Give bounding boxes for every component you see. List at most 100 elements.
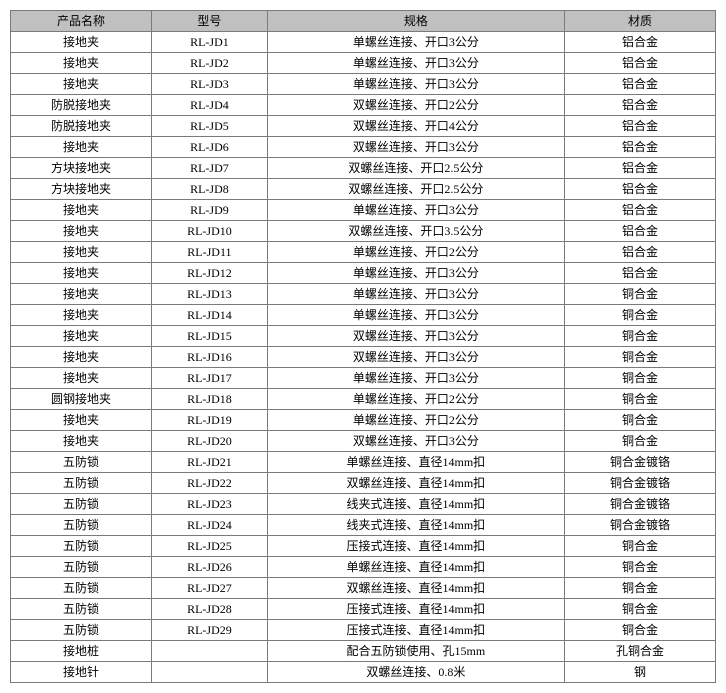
table-row: 接地夹RL-JD2单螺丝连接、开口3公分铝合金 <box>11 53 716 74</box>
cell-material: 铜合金 <box>564 557 715 578</box>
cell-spec: 双螺丝连接、开口2公分 <box>267 95 564 116</box>
cell-product-name: 防脱接地夹 <box>11 95 152 116</box>
cell-product-name: 五防锁 <box>11 557 152 578</box>
cell-material: 铝合金 <box>564 53 715 74</box>
header-material: 材质 <box>564 11 715 32</box>
cell-model: RL-JD25 <box>152 536 268 557</box>
cell-spec: 单螺丝连接、开口3公分 <box>267 284 564 305</box>
cell-model: RL-JD21 <box>152 452 268 473</box>
cell-spec: 单螺丝连接、直径14mm扣 <box>267 557 564 578</box>
cell-model: RL-JD10 <box>152 221 268 242</box>
cell-material: 铜合金镀铬 <box>564 515 715 536</box>
cell-product-name: 五防锁 <box>11 620 152 641</box>
cell-spec: 单螺丝连接、开口3公分 <box>267 200 564 221</box>
cell-product-name: 接地夹 <box>11 326 152 347</box>
cell-model: RL-JD19 <box>152 410 268 431</box>
cell-product-name: 五防锁 <box>11 578 152 599</box>
cell-spec: 双螺丝连接、开口3公分 <box>267 347 564 368</box>
cell-material: 孔铜合金 <box>564 641 715 662</box>
table-row: 五防锁RL-JD25压接式连接、直径14mm扣铜合金 <box>11 536 716 557</box>
table-row: 接地夹RL-JD10双螺丝连接、开口3.5公分铝合金 <box>11 221 716 242</box>
cell-material: 铜合金镀铬 <box>564 452 715 473</box>
cell-spec: 双螺丝连接、开口2.5公分 <box>267 179 564 200</box>
cell-material: 铝合金 <box>564 74 715 95</box>
product-specs-table: 产品名称 型号 规格 材质 接地夹RL-JD1单螺丝连接、开口3公分铝合金接地夹… <box>10 10 716 683</box>
table-row: 接地夹RL-JD20双螺丝连接、开口3公分铜合金 <box>11 431 716 452</box>
cell-model: RL-JD20 <box>152 431 268 452</box>
table-row: 接地夹RL-JD1单螺丝连接、开口3公分铝合金 <box>11 32 716 53</box>
table-row: 接地针双螺丝连接、0.8米钢 <box>11 662 716 683</box>
table-row: 接地夹RL-JD9单螺丝连接、开口3公分铝合金 <box>11 200 716 221</box>
cell-spec: 双螺丝连接、直径14mm扣 <box>267 578 564 599</box>
cell-product-name: 接地夹 <box>11 305 152 326</box>
cell-spec: 单螺丝连接、开口3公分 <box>267 74 564 95</box>
cell-product-name: 接地夹 <box>11 221 152 242</box>
cell-product-name: 接地夹 <box>11 410 152 431</box>
cell-spec: 单螺丝连接、开口3公分 <box>267 263 564 284</box>
cell-material: 铜合金 <box>564 347 715 368</box>
cell-model <box>152 641 268 662</box>
cell-product-name: 接地夹 <box>11 242 152 263</box>
cell-model: RL-JD22 <box>152 473 268 494</box>
cell-material: 铜合金 <box>564 368 715 389</box>
table-row: 五防锁RL-JD29压接式连接、直径14mm扣铜合金 <box>11 620 716 641</box>
cell-model: RL-JD24 <box>152 515 268 536</box>
cell-material: 铝合金 <box>564 116 715 137</box>
cell-material: 铜合金 <box>564 620 715 641</box>
cell-spec: 双螺丝连接、开口3公分 <box>267 431 564 452</box>
cell-model: RL-JD12 <box>152 263 268 284</box>
cell-model: RL-JD16 <box>152 347 268 368</box>
table-row: 五防锁RL-JD27双螺丝连接、直径14mm扣铜合金 <box>11 578 716 599</box>
cell-material: 铝合金 <box>564 137 715 158</box>
cell-spec: 双螺丝连接、直径14mm扣 <box>267 473 564 494</box>
header-spec: 规格 <box>267 11 564 32</box>
cell-spec: 压接式连接、直径14mm扣 <box>267 599 564 620</box>
cell-product-name: 五防锁 <box>11 452 152 473</box>
cell-product-name: 接地夹 <box>11 368 152 389</box>
cell-model: RL-JD26 <box>152 557 268 578</box>
cell-spec: 双螺丝连接、0.8米 <box>267 662 564 683</box>
table-row: 圆钢接地夹RL-JD18单螺丝连接、开口2公分铜合金 <box>11 389 716 410</box>
cell-model: RL-JD29 <box>152 620 268 641</box>
table-header: 产品名称 型号 规格 材质 <box>11 11 716 32</box>
table-row: 接地夹RL-JD16双螺丝连接、开口3公分铜合金 <box>11 347 716 368</box>
table-row: 防脱接地夹RL-JD4双螺丝连接、开口2公分铝合金 <box>11 95 716 116</box>
table-row: 五防锁RL-JD22双螺丝连接、直径14mm扣铜合金镀铬 <box>11 473 716 494</box>
cell-material: 铜合金 <box>564 305 715 326</box>
cell-spec: 双螺丝连接、开口3公分 <box>267 137 564 158</box>
cell-material: 铝合金 <box>564 95 715 116</box>
cell-product-name: 接地夹 <box>11 74 152 95</box>
cell-product-name: 接地夹 <box>11 284 152 305</box>
cell-material: 铜合金 <box>564 326 715 347</box>
cell-material: 铜合金镀铬 <box>564 473 715 494</box>
cell-product-name: 接地夹 <box>11 32 152 53</box>
cell-product-name: 防脱接地夹 <box>11 116 152 137</box>
header-model: 型号 <box>152 11 268 32</box>
cell-spec: 单螺丝连接、直径14mm扣 <box>267 452 564 473</box>
cell-material: 铝合金 <box>564 32 715 53</box>
cell-model: RL-JD4 <box>152 95 268 116</box>
cell-model: RL-JD11 <box>152 242 268 263</box>
cell-model: RL-JD8 <box>152 179 268 200</box>
cell-product-name: 方块接地夹 <box>11 179 152 200</box>
table-row: 五防锁RL-JD23线夹式连接、直径14mm扣铜合金镀铬 <box>11 494 716 515</box>
cell-spec: 双螺丝连接、开口2.5公分 <box>267 158 564 179</box>
cell-product-name: 圆钢接地夹 <box>11 389 152 410</box>
cell-product-name: 接地桩 <box>11 641 152 662</box>
cell-material: 铜合金 <box>564 284 715 305</box>
cell-model: RL-JD1 <box>152 32 268 53</box>
cell-material: 铝合金 <box>564 200 715 221</box>
cell-product-name: 五防锁 <box>11 494 152 515</box>
cell-product-name: 接地夹 <box>11 347 152 368</box>
cell-product-name: 方块接地夹 <box>11 158 152 179</box>
header-product-name: 产品名称 <box>11 11 152 32</box>
table-row: 接地夹RL-JD19单螺丝连接、开口2公分铜合金 <box>11 410 716 431</box>
table-row: 接地夹RL-JD15双螺丝连接、开口3公分铜合金 <box>11 326 716 347</box>
table-row: 方块接地夹RL-JD7双螺丝连接、开口2.5公分铝合金 <box>11 158 716 179</box>
cell-model <box>152 662 268 683</box>
cell-product-name: 接地夹 <box>11 53 152 74</box>
cell-product-name: 五防锁 <box>11 536 152 557</box>
table-row: 接地夹RL-JD12单螺丝连接、开口3公分铝合金 <box>11 263 716 284</box>
table-row: 接地夹RL-JD6双螺丝连接、开口3公分铝合金 <box>11 137 716 158</box>
cell-product-name: 五防锁 <box>11 473 152 494</box>
